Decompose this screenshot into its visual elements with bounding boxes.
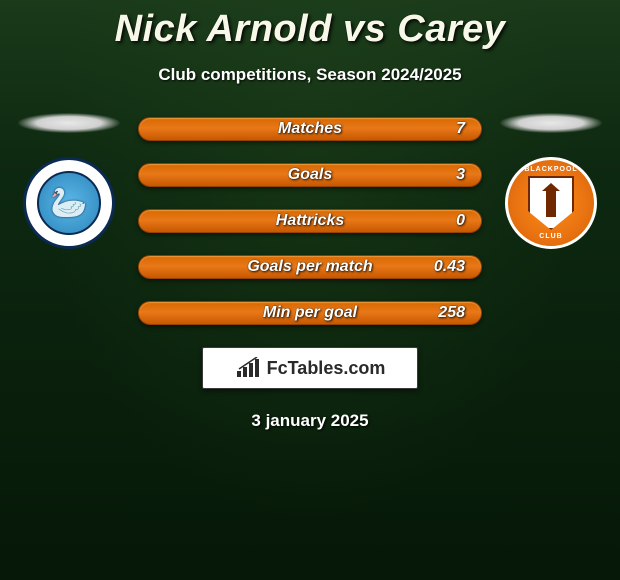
brand-box: FcTables.com xyxy=(202,347,418,389)
club-badge-wycombe: 🦢 xyxy=(23,157,115,249)
stat-value: 0.43 xyxy=(434,258,465,276)
stats-list: Matches 7 Goals 3 Hattricks 0 Goals per … xyxy=(138,113,482,325)
shadow-ellipse xyxy=(500,113,602,133)
chart-icon xyxy=(235,357,263,379)
page-title: Nick Arnold vs Carey xyxy=(0,8,620,51)
stat-value: 3 xyxy=(456,166,465,184)
badge-shield xyxy=(528,176,574,230)
stat-row-goals-per-match: Goals per match 0.43 xyxy=(138,255,482,279)
badge-ring-text: BLACKPOOL xyxy=(508,166,594,173)
stat-row-goals: Goals 3 xyxy=(138,163,482,187)
stat-label: Matches xyxy=(278,120,342,138)
stat-value: 258 xyxy=(438,304,465,322)
brand-text: FcTables.com xyxy=(267,358,386,379)
stat-label: Goals per match xyxy=(247,258,372,276)
stat-row-min-per-goal: Min per goal 258 xyxy=(138,301,482,325)
subtitle: Club competitions, Season 2024/2025 xyxy=(0,65,620,85)
swan-icon: 🦢 xyxy=(50,186,87,221)
shadow-ellipse xyxy=(18,113,120,133)
badge-ring-text: CLUB xyxy=(508,233,594,240)
date: 3 january 2025 xyxy=(0,411,620,431)
stat-label: Min per goal xyxy=(263,304,357,322)
badge-inner: 🦢 xyxy=(37,171,101,235)
stat-label: Goals xyxy=(288,166,332,184)
club-badge-blackpool: BLACKPOOL CLUB xyxy=(505,157,597,249)
comparison-card: Nick Arnold vs Carey Club competitions, … xyxy=(0,0,620,580)
tower-icon xyxy=(546,189,556,217)
stat-row-hattricks: Hattricks 0 xyxy=(138,209,482,233)
stat-label: Hattricks xyxy=(276,212,344,230)
stat-row-matches: Matches 7 xyxy=(138,117,482,141)
main-area: 🦢 Matches 7 Goals 3 Hattricks 0 Goals pe… xyxy=(0,113,620,325)
stat-value: 7 xyxy=(456,120,465,138)
stat-value: 0 xyxy=(456,212,465,230)
right-club-column: BLACKPOOL CLUB xyxy=(500,113,602,249)
left-club-column: 🦢 xyxy=(18,113,120,249)
